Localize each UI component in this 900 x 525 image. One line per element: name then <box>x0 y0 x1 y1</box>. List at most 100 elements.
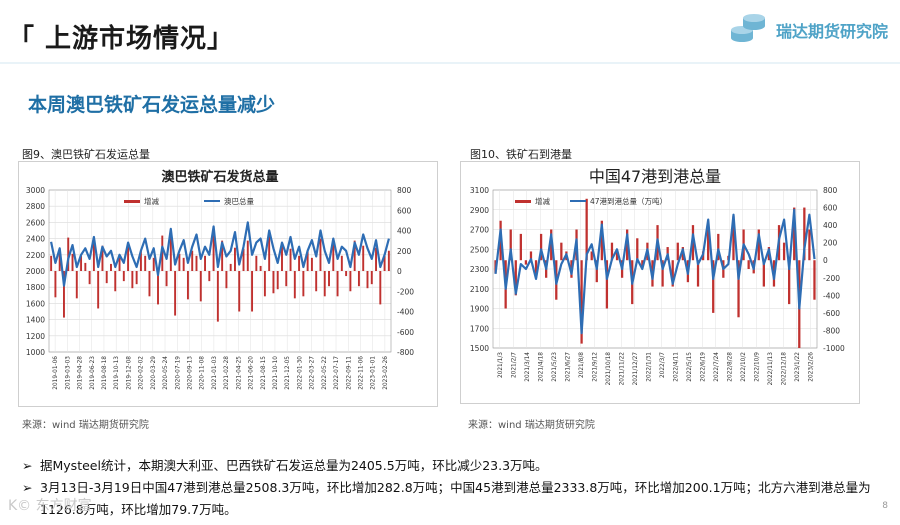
bar <box>524 260 528 265</box>
y-left-tick-label: 1600 <box>26 299 45 308</box>
x-tick-label: 2021-10-10 <box>273 356 279 390</box>
x-tick-label: 2021/11/22 <box>619 352 625 386</box>
bar <box>238 271 241 312</box>
bar <box>757 229 760 261</box>
bar <box>375 247 377 271</box>
bar <box>67 237 70 271</box>
chart-title: 中国47港到港总量 <box>589 167 721 186</box>
bar <box>54 271 57 298</box>
bar <box>519 233 522 261</box>
x-tick-label: 2021/4/18 <box>538 352 544 382</box>
bar <box>293 271 296 299</box>
bar <box>289 248 292 271</box>
page-title: 「 上游市场情况」 <box>8 24 235 54</box>
bullet-arrow-icon: ➢ <box>22 458 33 473</box>
bar <box>148 271 151 297</box>
x-tick-label: 2022/5/15 <box>687 352 693 382</box>
figure-10-source: 来源：wind 瑞达期货研究院 <box>468 420 595 431</box>
bar <box>747 260 750 269</box>
bar <box>178 253 181 271</box>
chart-port-arrivals: 中国47港到港总量 3100 2900 2700 2500 2300 2100 1900 170… <box>470 167 845 386</box>
y-right-tick-label: 600 <box>397 206 412 215</box>
bar <box>169 233 172 271</box>
chart-panel-2: 中国47港到港总量 3100 2900 2700 2500 2300 2100 1900 170… <box>460 161 860 404</box>
x-tick-label: 2023/1/22 <box>795 352 801 382</box>
bar <box>242 248 245 271</box>
bar <box>263 271 266 297</box>
bar <box>152 257 155 271</box>
y-left-tick-label: 2300 <box>470 265 489 274</box>
bar <box>221 240 224 271</box>
bar <box>732 216 735 261</box>
x-tick-label: 2021-04-25 <box>236 356 242 390</box>
bar <box>366 271 369 289</box>
legend-swatch-bar <box>515 200 531 203</box>
page-number: 8 <box>882 501 888 511</box>
bar <box>676 242 679 261</box>
y-left-tick-label: 2200 <box>26 251 45 260</box>
x-tick-label: 2023-02-26 <box>383 356 389 390</box>
bar <box>332 240 335 271</box>
bar <box>204 255 206 271</box>
bar <box>80 255 83 271</box>
x-tick-label: 2022/4/11 <box>673 352 679 382</box>
x-tick-label: 2021-12-05 <box>285 356 291 390</box>
x-tick-label: 2021/2/7 <box>511 352 517 378</box>
bar <box>110 263 112 271</box>
x-tick-label: 2023-01-01 <box>371 356 377 390</box>
bullet-item: ➢ 据Mysteel统计，本期澳大利亚、巴西铁矿石发运总量为2405.5万吨，环… <box>22 455 892 477</box>
bar <box>357 271 360 287</box>
bar <box>319 238 322 271</box>
x-tick-label: 2021-01-03 <box>212 356 218 390</box>
bar <box>281 245 283 271</box>
x-tick-label: 2020-11-08 <box>200 356 206 390</box>
y-left-tick-label: 1200 <box>26 332 45 341</box>
bar <box>788 260 791 305</box>
bar <box>225 271 228 289</box>
x-tick-label: 2020-03-29 <box>151 356 157 390</box>
bar <box>212 235 215 271</box>
x-tick-label: 2021/6/27 <box>565 352 571 382</box>
x-tick-label: 2021-02-28 <box>224 356 230 390</box>
bar <box>387 250 390 271</box>
y-left-tick-label: 1500 <box>470 344 489 353</box>
watermark: K© 东方财富 <box>8 498 92 514</box>
x-tick-label: 2021/9/12 <box>592 352 598 382</box>
bar <box>803 207 806 261</box>
bar <box>340 255 343 271</box>
x-tick-label: 2022/10/2 <box>741 352 747 382</box>
bar <box>88 271 91 285</box>
y-left-tick-label: 1000 <box>26 348 45 357</box>
bullet-item: ➢ 3月13日-3月19日中国47港到港总量2508.3万吨，环比增加282.8… <box>22 477 892 521</box>
bar <box>737 260 740 318</box>
bar <box>97 271 100 309</box>
x-tick-label: 2019-04-28 <box>78 356 84 390</box>
bullet-text: 据Mysteel统计，本期澳大利亚、巴西铁矿石发运总量为2405.5万吨，环比减… <box>40 458 548 473</box>
bar <box>353 240 356 271</box>
x-tick-label: 2020-05-24 <box>163 356 169 390</box>
bar <box>306 250 309 271</box>
bar <box>229 263 232 271</box>
bar <box>118 255 121 271</box>
bar <box>328 271 330 287</box>
y-right-tick-label: 0 <box>823 256 828 265</box>
bar <box>349 271 352 292</box>
chart-panel-1: 澳巴铁矿石发货总量 3000 2800 2600 2400 2200 2000 1800 160… <box>18 161 438 407</box>
x-tick-label: 2022-07-17 <box>334 356 340 390</box>
y-right-tick-label: 400 <box>823 221 838 230</box>
bar <box>216 271 219 322</box>
y-right-tick-label: 600 <box>823 204 838 213</box>
bar <box>234 247 236 271</box>
series-line <box>494 208 816 335</box>
bar <box>298 255 301 271</box>
x-tick-label: 2021/8/8 <box>579 352 585 378</box>
y-right-tick-label: 200 <box>397 247 412 256</box>
y-right-tick-label: -600 <box>397 328 414 337</box>
bar <box>276 271 279 290</box>
bar <box>191 250 194 271</box>
logo-text: 瑞达期货研究院 <box>775 22 888 41</box>
bar <box>144 255 147 271</box>
y-left-tick-label: 2100 <box>470 285 489 294</box>
x-tick-label: 2019-10-13 <box>114 356 120 390</box>
bar <box>782 242 786 261</box>
